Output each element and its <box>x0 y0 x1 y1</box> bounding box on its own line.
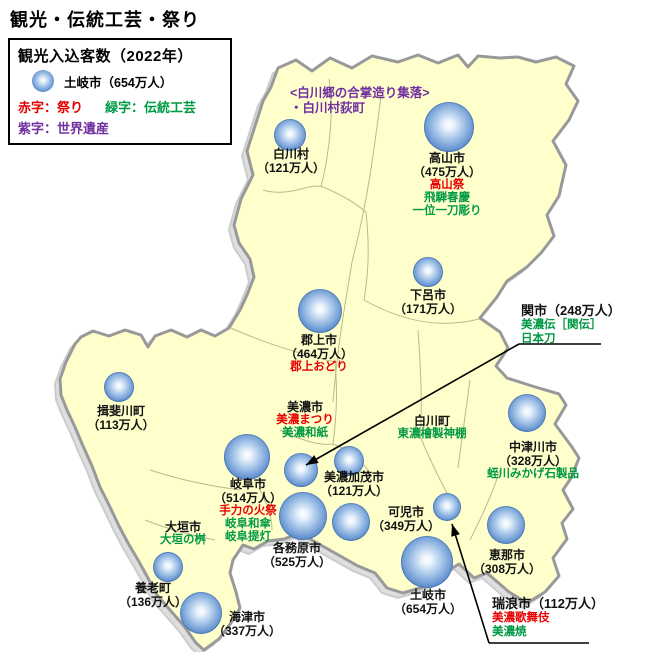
world-heritage-line: ・白川村荻町 <box>290 101 366 115</box>
label-line: 中津川市 <box>508 440 557 454</box>
city-label-kaizu-shi: 海津市 （337万人） <box>213 610 281 638</box>
label-line: 可児市 <box>387 505 424 519</box>
label-line: 岐阜市 <box>229 477 266 491</box>
city-label-gero-shi: 下呂市 （171万人） <box>394 288 462 316</box>
legend-red-key: 赤字：祭り <box>18 100 84 115</box>
label-line: 手力の火祭 <box>219 505 277 517</box>
city-circle-takayama-shi <box>424 102 474 152</box>
label-line: （113万人） <box>87 418 155 432</box>
city-circle-kaizu-shi <box>180 592 222 634</box>
world-heritage-line: <白川郷の合掌造り集落> <box>290 86 430 100</box>
city-circle-kakamigahara-shi <box>279 492 327 540</box>
legend-sample-label: 土岐市（654万人） <box>64 75 173 90</box>
city-label-gifu-shi: 岐阜市 （514万人） 手力の火祭 岐阜和傘 岐阜提灯 <box>214 477 282 544</box>
seki-callout: 関市（248万人） 美濃伝［関伝］ 日本刀 <box>521 303 621 346</box>
legend-heading: 観光入込客数（2022年） <box>18 48 193 65</box>
label-line: （121万人） <box>256 161 326 175</box>
label-line: 蛭川みかげ石製品 <box>487 468 579 480</box>
label-line: 恵那市 <box>488 548 525 562</box>
callout-line: 瑞浪市（112万人） <box>492 596 604 611</box>
label-line: 美濃和紙 <box>282 427 328 439</box>
city-label-ena-shi: 恵那市 （308万人） <box>473 548 541 576</box>
page-title: 観光・伝統工芸・祭り <box>10 10 200 30</box>
city-label-toki-shi: 土岐市 （654万人） <box>394 588 462 616</box>
callout-line: 美濃伝［関伝］ <box>521 319 602 331</box>
label-line: 各務原市 <box>272 541 321 555</box>
label-line: 岐阜和傘 <box>225 518 271 530</box>
city-label-kani-shi: 可児市 （349万人） <box>372 505 440 533</box>
city-circle-yoro-cho <box>153 552 183 582</box>
city-label-gujo-shi: 郡上市 （464万人） 郡上おどり <box>285 333 353 374</box>
city-circle-kani-shi <box>332 503 370 541</box>
label-line: （328万人） <box>498 454 568 468</box>
label-line: （514万人） <box>213 491 283 505</box>
legend-bubble-icon <box>32 70 54 92</box>
city-label-kakamigahara-shi: 各務原市 （525万人） <box>263 541 331 569</box>
label-line: （308万人） <box>472 562 542 576</box>
label-line: 大垣市 <box>164 520 201 534</box>
city-label-shirakawa-cho: 白川町 東濃檜製神棚 <box>398 414 467 441</box>
label-line: （654万人） <box>393 602 463 616</box>
label-line: 白川町 <box>413 414 450 428</box>
label-line: （171万人） <box>393 302 463 316</box>
city-circle-gero-shi <box>413 257 443 287</box>
label-line: 美濃市 <box>286 400 323 414</box>
city-label-yoro-cho: 養老町 （136万人） <box>119 581 187 609</box>
city-label-ibigawa-cho: 揖斐川町 （113万人） <box>87 404 154 432</box>
city-circle-toki-shi <box>401 536 453 588</box>
city-circle-mizunami-shi-circle <box>433 493 461 521</box>
legend-green-key: 緑字：伝統工芸 <box>105 100 197 115</box>
callout-line: 日本刀 <box>521 333 556 345</box>
city-label-ogaki-shi: 大垣市 大垣の桝 <box>160 520 206 547</box>
label-line: 東濃檜製神棚 <box>397 428 467 440</box>
legend-color-keys: 赤字：祭り 緑字：伝統工芸 <box>18 97 224 116</box>
legend-purple-key: 紫字：世界遺産 <box>18 121 110 136</box>
label-line: （525万人） <box>262 555 332 569</box>
city-label-takayama-shi: 高山市 （475万人） 高山祭 飛騨春慶 一位一刀彫り <box>413 151 482 218</box>
label-line: 一位一刀彫り <box>412 205 482 217</box>
city-circle-ena-shi <box>487 506 525 544</box>
label-line: 飛騨春慶 <box>424 192 470 204</box>
label-line: （475万人） <box>412 165 482 179</box>
world-heritage-note: <白川郷の合掌造り集落> ・白川村荻町 <box>290 86 430 116</box>
label-line: 土岐市 <box>409 588 446 602</box>
label-line: 高山祭 <box>429 179 465 191</box>
label-line: 美濃まつり <box>276 414 334 426</box>
label-line: 岐阜提灯 <box>225 531 271 543</box>
label-line: （464万人） <box>284 347 354 361</box>
city-label-minokamo-shi: 美濃加茂市 （121万人） <box>320 470 388 498</box>
city-label-nakatsugawa-shi: 中津川市 （328万人） 蛭川みかげ石製品 <box>487 440 579 481</box>
callout-line: 美濃焼 <box>492 626 527 638</box>
city-circle-gifu-shi <box>224 434 270 480</box>
label-line: （349万人） <box>371 519 441 533</box>
label-line: 美濃加茂市 <box>323 470 384 484</box>
label-line: 郡上市 <box>300 333 337 347</box>
legend-sample-row: 土岐市（654万人） <box>18 70 224 92</box>
label-line: 海津市 <box>228 610 265 624</box>
city-label-mino-shi: 美濃市 美濃まつり 美濃和紙 <box>276 400 334 440</box>
mizunami-callout: 瑞浪市（112万人） 美濃歌舞伎美濃焼 <box>492 596 604 639</box>
label-line: 下呂市 <box>409 288 446 302</box>
city-label-shirakawa-mura: 白川村 （121万人） <box>257 147 325 175</box>
label-line: （337万人） <box>212 624 282 638</box>
label-line: （136万人） <box>118 595 188 609</box>
label-line: 養老町 <box>134 581 171 595</box>
city-circle-shirakawa-mura <box>274 119 306 151</box>
label-line: 揖斐川町 <box>96 404 145 418</box>
label-line: 高山市 <box>428 151 465 165</box>
city-circle-gujo-shi <box>298 289 342 333</box>
callout-line: 美濃歌舞伎 <box>492 612 550 624</box>
legend-box: 観光入込客数（2022年） 土岐市（654万人） 赤字：祭り 緑字：伝統工芸 紫… <box>8 38 232 145</box>
callout-line: 関市（248万人） <box>521 303 621 318</box>
label-line: 大垣の桝 <box>160 534 206 546</box>
label-line: 白川村 <box>272 147 309 161</box>
label-line: （121万人） <box>319 484 389 498</box>
city-circle-ibigawa-cho <box>104 372 134 402</box>
label-line: 郡上おどり <box>290 361 348 373</box>
